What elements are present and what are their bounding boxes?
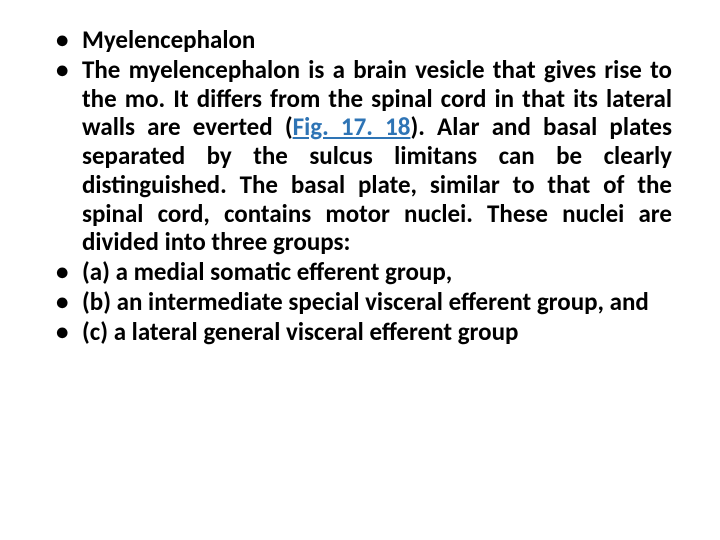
bullet-group-b: (b) an intermediate special visceral eff… [48, 288, 672, 317]
slide-bullet-list: Myelencephalon The myelencephalon is a b… [48, 26, 672, 346]
bullet-group-a: (a) a medial somatic efferent group, [48, 258, 672, 287]
bullet-group-c-text: (c) a lateral general visceral efferent … [82, 316, 518, 347]
bullet-title-text: Myelencephalon [82, 24, 255, 55]
figure-link[interactable]: Fig. 17. 18 [293, 111, 411, 142]
bullet-group-a-text: (a) a medial somatic efferent group, [82, 256, 452, 287]
bullet-group-c: (c) a lateral general visceral efferent … [48, 318, 672, 347]
bullet-group-b-text: (b) an intermediate special visceral eff… [82, 286, 649, 317]
bullet-title: Myelencephalon [48, 26, 672, 55]
bullet-main: The myelencephalon is a brain vesicle th… [48, 56, 672, 257]
